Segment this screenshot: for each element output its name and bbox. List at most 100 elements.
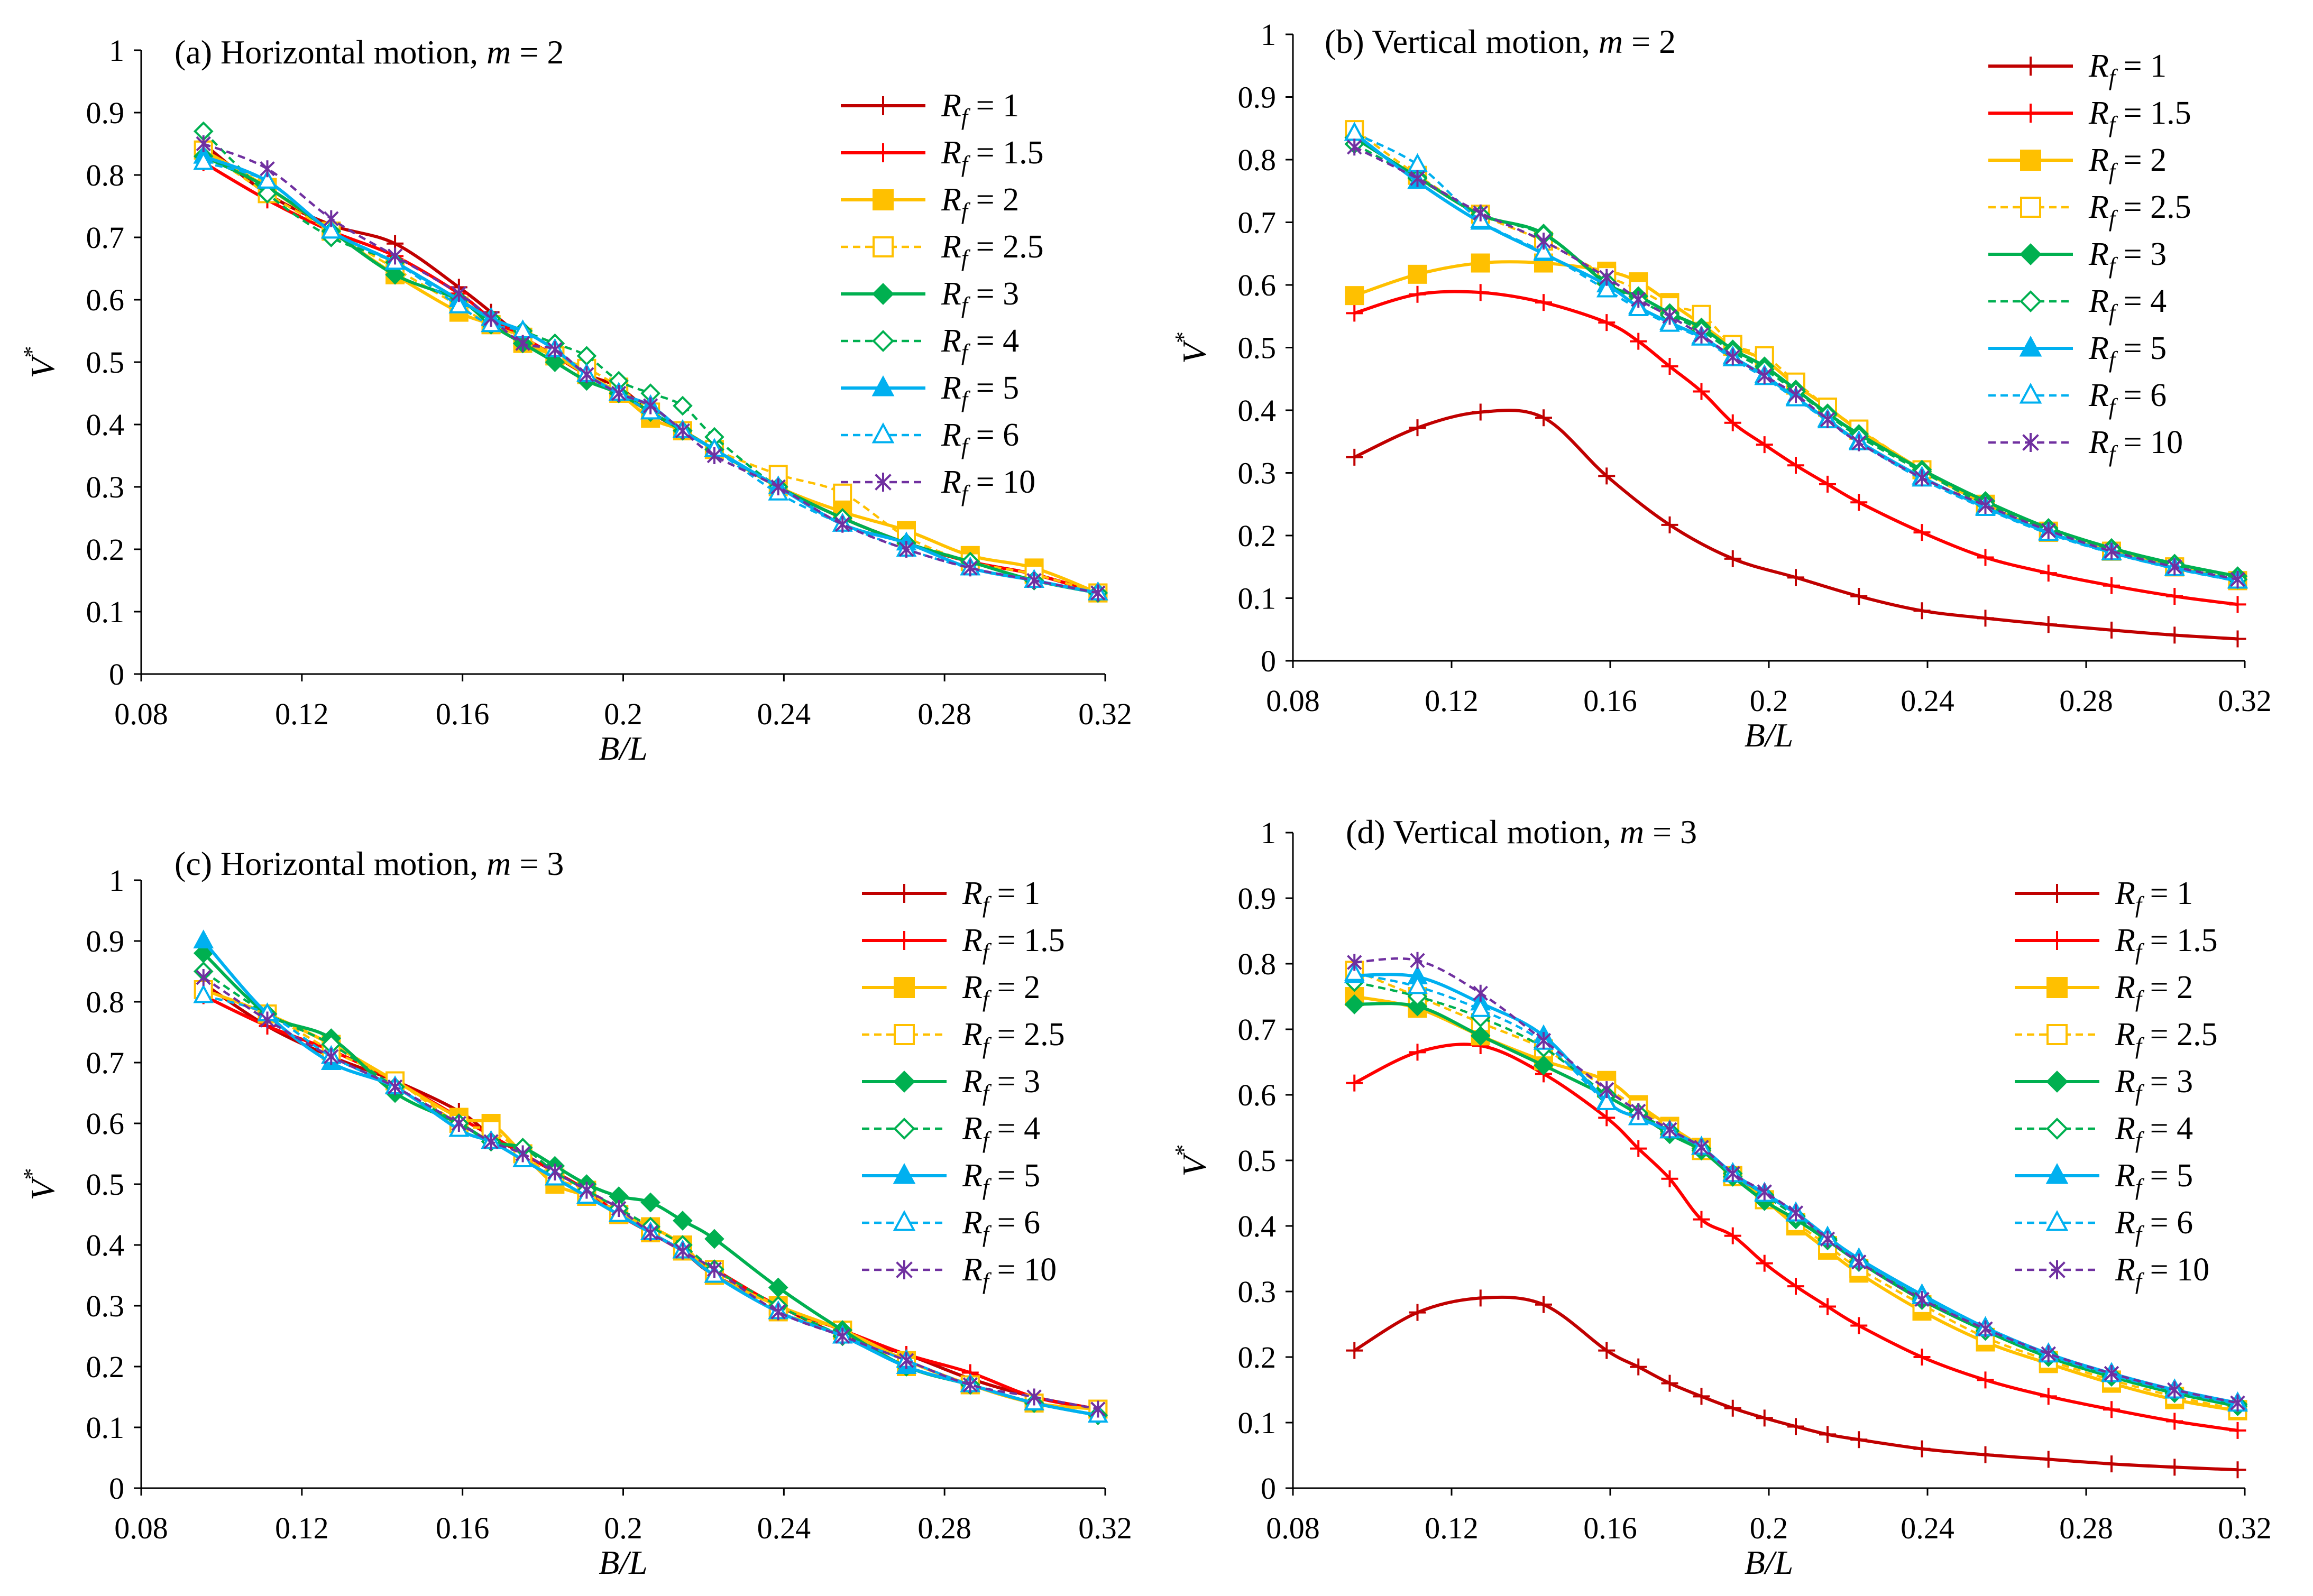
legend-label: Rf = 1 [941,88,1019,130]
legend-entry: Rf = 5 [841,370,1019,412]
data-point [2103,577,2120,594]
data-point [1850,1317,1868,1334]
data-point [611,385,627,402]
legend-label: Rf = 6 [962,1205,1040,1247]
series-line [1354,290,2238,606]
legend-entry: Rf = 2.5 [2015,1017,2218,1059]
x-tick-label: 0.08 [114,1511,168,1545]
data-point [1409,419,1426,437]
series-rf-10 [196,969,1106,1418]
y-tick-label: 1 [1261,17,1276,52]
legend-marker [873,236,894,257]
data-point [2104,1365,2119,1382]
data-point [1913,1349,1931,1366]
legend-label: Rf = 1.5 [2088,95,2191,137]
legend-entry: Rf = 10 [841,464,1035,506]
legend-marker [2049,1260,2066,1279]
x-axis-title: B/L [599,1544,647,1581]
data-point [515,335,530,352]
data-point [2040,565,2057,582]
data-point [2103,1455,2120,1473]
legend-marker [873,189,894,210]
y-tick-label: 0.9 [1238,80,1277,115]
legend-label: Rf = 2.5 [962,1017,1065,1059]
legend-entry: Rf = 2.5 [862,1017,1065,1059]
legend-marker [2019,335,2042,357]
legend-entry: Rf = 6 [2015,1205,2193,1247]
x-tick-label: 0.24 [1901,1511,1954,1545]
legend-marker [2048,931,2067,950]
y-tick-label: 0.9 [86,924,125,958]
data-point [1724,550,1741,567]
panel-title: (b) Vertical motion, m = 2 [1325,23,1676,60]
y-tick-label: 0.2 [86,1350,125,1384]
legend-marker [896,1260,913,1279]
y-tick-label: 0.6 [86,1106,125,1141]
data-point [1026,1388,1042,1406]
series-line [1354,1002,2238,1408]
legend-label: Rf = 3 [962,1064,1040,1106]
x-tick-label: 0.16 [436,697,490,731]
data-point [706,447,722,464]
legend-marker [2046,1024,2068,1045]
legend-marker [874,143,893,162]
legend-entry: Rf = 5 [2015,1158,2193,1200]
data-point [2167,558,2182,576]
data-point [1913,1440,1931,1457]
data-point [1978,1320,1993,1337]
panel-title: (c) Horizontal motion, m = 3 [175,845,564,882]
data-point [1026,572,1042,589]
data-point [1535,409,1552,427]
y-tick-label: 0.5 [86,345,125,380]
data-point [1536,233,1552,250]
y-tick-label: 0.3 [86,1289,125,1323]
x-tick-label: 0.08 [114,697,168,731]
legend-marker [2022,433,2039,452]
data-point [1694,326,1709,344]
legend-label: Rf = 1.5 [941,135,1044,177]
data-point [673,395,693,416]
x-tick-label: 0.32 [1078,1511,1132,1545]
data-point [1757,367,1772,384]
y-tick-label: 0 [109,1471,124,1506]
legend-label: Rf = 2.5 [941,229,1044,271]
series-rf-1-5 [1346,1037,2246,1439]
data-point [2103,621,2120,639]
data-point [451,285,467,302]
data-point [1850,587,1868,605]
legend-marker [875,473,892,492]
data-point [1598,1342,1616,1359]
legend-label: Rf = 6 [2088,377,2167,420]
data-point [387,1078,403,1095]
series-rf-10 [1347,139,2245,588]
y-axis-title: V* [1170,1144,1213,1176]
legend-label: Rf = 3 [941,276,1019,318]
data-point [1090,1400,1106,1418]
legend-label: Rf = 10 [941,464,1035,506]
x-tick-label: 0.28 [917,697,971,731]
data-point [1598,467,1616,485]
y-tick-label: 0 [1261,644,1276,678]
data-point [1090,584,1106,602]
series-line [203,142,1098,594]
legend-marker [2048,884,2067,903]
data-point [1787,457,1804,474]
legend-marker [2045,1163,2069,1184]
chart-panel-a: 0 0.1 0.2 0.3 0.4 0.5 0.6 0.7 0.8 0.9 1 0.08 0.12 0.1… [19,33,1132,767]
data-point [2230,1394,2245,1412]
legend-entry: Rf = 2.5 [841,229,1044,271]
data-point [1410,170,1425,187]
legend-marker [872,330,894,352]
y-tick-label: 1 [109,33,124,68]
legend-marker [872,283,894,305]
data-point [1757,1183,1772,1201]
data-point [675,1242,691,1260]
x-tick-label: 0.12 [1425,684,1479,718]
legend-marker [2021,57,2040,76]
data-point [2166,1413,2183,1430]
data-point [1819,1298,1836,1315]
series-rf-1-5 [1346,284,2246,613]
data-point [1471,253,1490,273]
data-point [1536,1032,1552,1049]
legend-label: Rf = 1 [2088,48,2167,90]
